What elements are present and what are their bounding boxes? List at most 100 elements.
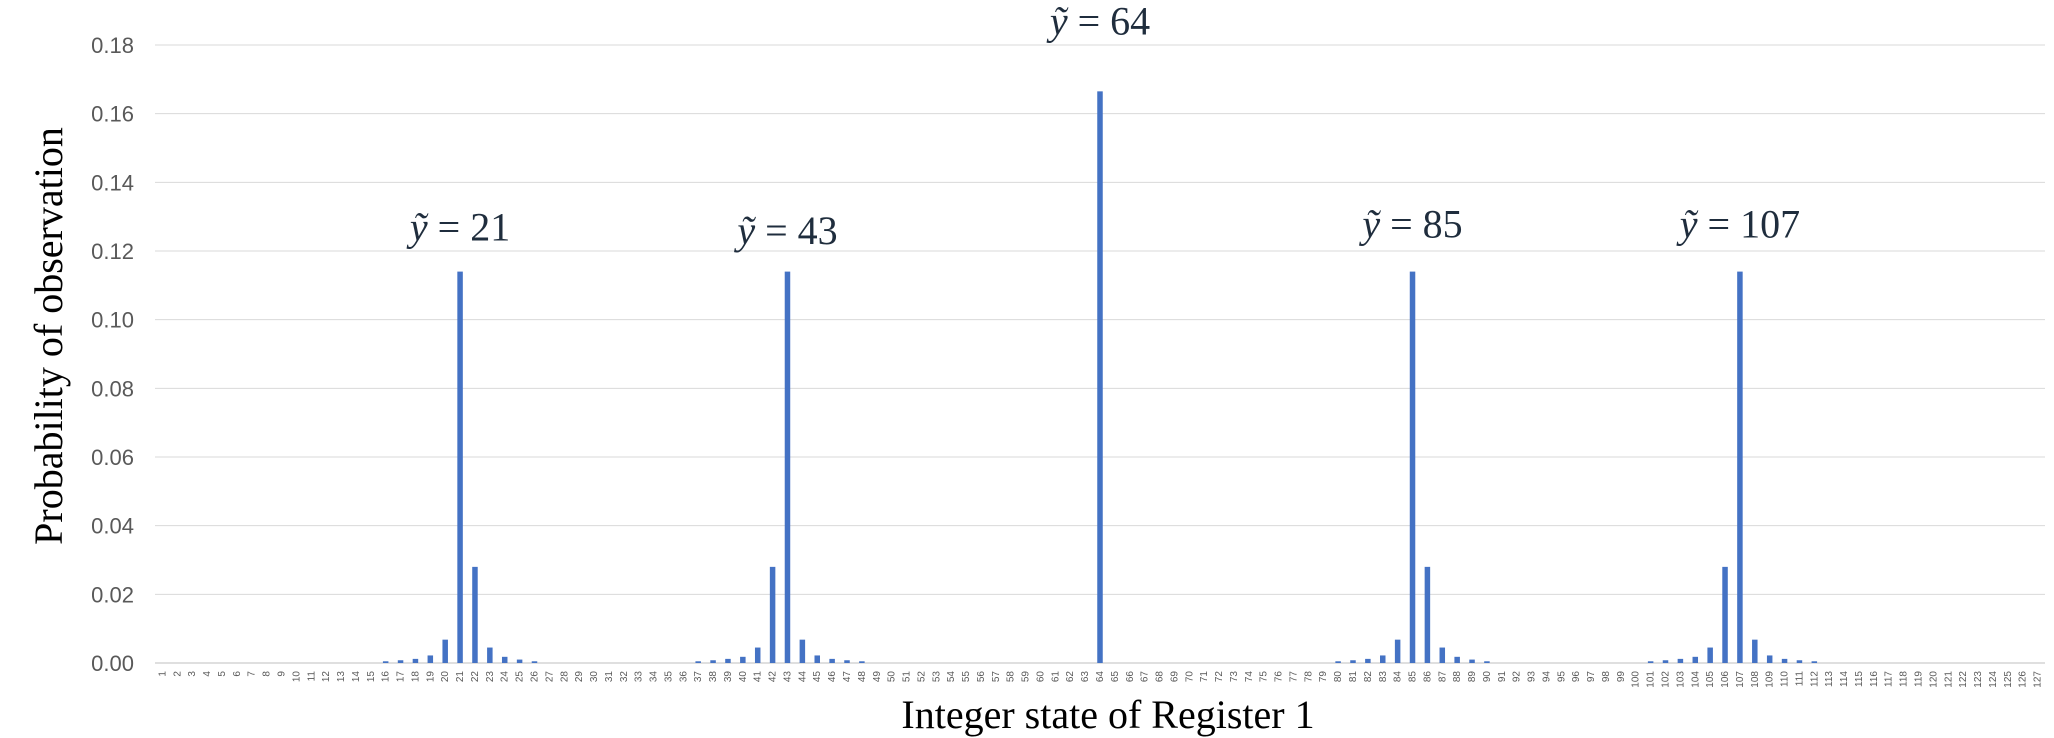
bar — [487, 647, 493, 663]
bar — [1811, 661, 1818, 663]
x-tick-label: 120 — [1928, 671, 1939, 688]
x-tick-label: 84 — [1393, 671, 1404, 683]
bar — [1692, 656, 1699, 663]
bar — [1365, 658, 1371, 663]
bars — [382, 91, 1818, 664]
bar — [859, 661, 865, 663]
x-tick-label: 20 — [440, 671, 451, 683]
x-tick-label: 126 — [2018, 671, 2029, 688]
x-tick-label: 60 — [1035, 671, 1046, 683]
x-axis-title: Integer state of Register 1 — [901, 692, 1314, 737]
x-tick-label: 73 — [1229, 671, 1240, 683]
x-tick-label: 71 — [1199, 671, 1210, 683]
bar — [1454, 656, 1460, 663]
x-tick-label: 30 — [589, 671, 600, 683]
bar — [1781, 658, 1788, 663]
x-tick-label: 125 — [2003, 671, 2014, 688]
x-tick-label: 26 — [529, 671, 540, 683]
x-tick-label: 21 — [455, 671, 466, 683]
x-tick-label: 82 — [1363, 671, 1374, 683]
x-tick-label: 127 — [2033, 671, 2044, 688]
x-tick-label: 46 — [827, 671, 838, 683]
x-tick-label: 43 — [782, 671, 793, 683]
x-tick-label: 10 — [291, 671, 302, 683]
x-tick-label: 72 — [1214, 671, 1225, 683]
x-tick-label: 39 — [723, 671, 734, 683]
x-tick-label: 65 — [1110, 671, 1121, 683]
x-tick-label: 63 — [1080, 671, 1091, 683]
x-tick-label: 105 — [1705, 671, 1716, 688]
x-tick-label: 92 — [1512, 671, 1523, 683]
y-tick-label: 0.14 — [91, 170, 134, 195]
x-tick-label: 51 — [902, 671, 913, 683]
bar — [382, 661, 389, 663]
bar — [844, 660, 850, 663]
x-tick-label: 103 — [1675, 671, 1686, 688]
x-tick-label: 122 — [1958, 671, 1969, 688]
x-tick-label: 36 — [678, 671, 689, 683]
bar — [1350, 660, 1356, 663]
bar — [1335, 661, 1341, 663]
bar — [397, 660, 404, 663]
x-tick-label: 78 — [1303, 671, 1314, 683]
x-tick-label: 118 — [1899, 671, 1910, 687]
x-tick-label: 115 — [1854, 671, 1865, 687]
x-tick-label: 18 — [410, 671, 421, 683]
x-tick-label: 32 — [619, 671, 630, 683]
bar — [1766, 655, 1773, 663]
x-tick-label: 29 — [574, 671, 585, 683]
x-tick-label: 55 — [961, 671, 972, 683]
x-tick-label: 7 — [247, 671, 258, 677]
x-tick-label: 90 — [1482, 671, 1493, 683]
x-tick-label: 74 — [1244, 671, 1255, 683]
x-tick-label: 86 — [1422, 671, 1433, 683]
x-tick-label: 101 — [1646, 671, 1657, 688]
x-tick-label: 49 — [872, 671, 883, 683]
bar — [1484, 661, 1490, 663]
x-tick-label: 76 — [1274, 671, 1285, 683]
x-tick-label: 104 — [1690, 671, 1701, 688]
x-tick-label: 33 — [634, 671, 645, 683]
bar — [1409, 271, 1416, 663]
bar — [799, 639, 806, 663]
bar — [1722, 566, 1728, 663]
x-tick-label: 70 — [1184, 671, 1195, 683]
x-tick-label: 9 — [276, 671, 287, 677]
x-tick-label: 4 — [202, 671, 213, 677]
x-tick-label: 14 — [351, 671, 362, 683]
y-tick-label: 0.04 — [91, 514, 134, 539]
y-tick-label: 0.18 — [91, 33, 134, 58]
bar — [457, 271, 463, 663]
x-tick-label: 59 — [1021, 671, 1032, 683]
x-tick-label: 28 — [559, 671, 570, 683]
bar — [769, 566, 776, 663]
x-tick-label: 6 — [232, 671, 243, 677]
x-tick-label: 61 — [1050, 671, 1061, 683]
y-axis-title: Probability of observation — [26, 127, 71, 545]
y-tick-label: 0.06 — [91, 445, 134, 470]
x-tick-label: 45 — [812, 671, 823, 683]
bar — [784, 271, 791, 663]
x-tick-label: 88 — [1452, 671, 1463, 683]
x-tick-label: 37 — [693, 671, 704, 683]
bar — [754, 647, 761, 663]
bar — [442, 639, 448, 663]
y-tick-label: 0.10 — [91, 308, 134, 333]
peak-annotation: ỹ = 43 — [733, 208, 837, 253]
x-tick-label: 41 — [753, 671, 764, 683]
x-tick-label: 42 — [768, 671, 779, 683]
x-tick-label: 27 — [544, 671, 555, 683]
x-tick-label: 68 — [1155, 671, 1166, 683]
x-tick-label: 57 — [991, 671, 1002, 683]
x-tick-label: 48 — [857, 671, 868, 683]
x-tick-label: 83 — [1378, 671, 1389, 683]
x-tick-label: 95 — [1556, 671, 1567, 683]
x-tick-label: 77 — [1288, 671, 1299, 683]
x-tick-label: 50 — [887, 671, 898, 683]
x-tick-label: 109 — [1765, 671, 1776, 688]
bar — [1707, 647, 1713, 663]
x-tick-label: 47 — [842, 671, 853, 683]
x-tick-label: 12 — [321, 671, 332, 683]
peak-annotation: ỹ = 107 — [1676, 201, 1800, 246]
x-tick-label: 87 — [1437, 671, 1448, 683]
